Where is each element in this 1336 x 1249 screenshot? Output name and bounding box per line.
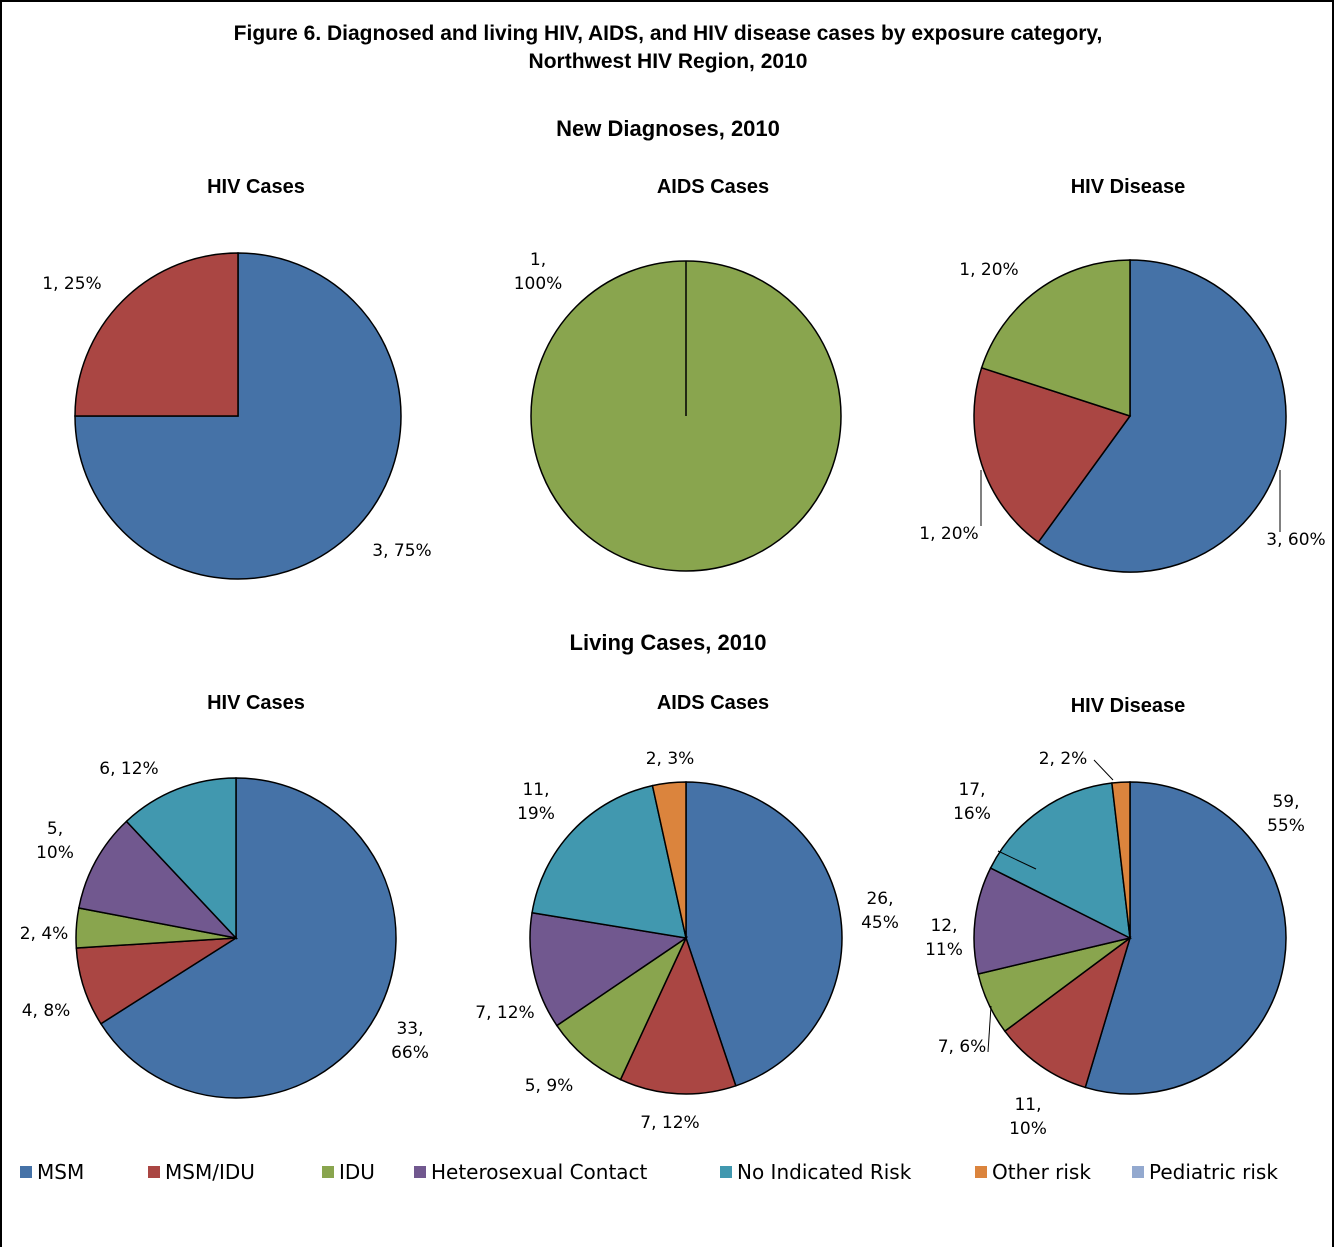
slice-label: 4, 8% — [21, 1001, 71, 1021]
slice-label: 2, 4% — [19, 924, 69, 944]
slice-label: 5, 10% — [36, 819, 74, 863]
slice-label: 17, 16% — [953, 780, 991, 824]
legend-swatch — [414, 1165, 426, 1178]
pie-slice-idu — [980, 259, 1131, 418]
legend-swatch — [148, 1165, 160, 1178]
legend-item: Other risk — [975, 1160, 1091, 1184]
legend-swatch — [720, 1165, 732, 1178]
pie-new-0 — [74, 252, 402, 580]
legend-label: Other risk — [992, 1160, 1091, 1184]
legend: MSM MSM/IDU IDU Heterosexual Contact No Indi… — [20, 1160, 1330, 1190]
slice-label: 11, 19% — [517, 780, 555, 824]
pie-slice-msm-idu — [74, 252, 239, 417]
legend-label: IDU — [339, 1160, 375, 1184]
pie-new-2 — [973, 259, 1287, 573]
pie-slice-idu — [555, 935, 688, 1081]
slice-label: 59, 55% — [1267, 792, 1305, 836]
pie-slice-other-risk — [1111, 781, 1131, 939]
section-title-living: Living Cases, 2010 — [569, 630, 767, 655]
pie-slice-msm — [1037, 259, 1287, 573]
slice-label: 26, 45% — [861, 889, 899, 933]
pie-new-1 — [530, 260, 842, 572]
pie-slice-msm — [99, 777, 397, 1099]
pie-title-living-hiv: HIV Cases — [207, 692, 305, 714]
pie-slice-heterosexual-contact — [77, 820, 239, 940]
pie-slice-msm-idu — [973, 366, 1132, 544]
legend-item: MSM/IDU — [148, 1160, 255, 1184]
leader-line — [987, 1005, 992, 1053]
pie-title-living-disease: HIV Disease — [1070, 695, 1186, 717]
slice-label: 7, 12% — [640, 1113, 700, 1133]
pie-title-new-hiv: HIV Cases — [207, 176, 305, 198]
slice-label: 3, 60% — [1266, 530, 1326, 550]
slice-label: 7, 12% — [475, 1003, 535, 1023]
pie-living-4 — [529, 781, 843, 1095]
slice-label: 1, 25% — [42, 274, 102, 294]
slice-label: 12, 11% — [925, 916, 963, 960]
figure-title-line1: Figure 6. Diagnosed and living HIV, AIDS… — [233, 22, 1103, 45]
legend-label: Pediatric risk — [1149, 1160, 1278, 1184]
legend-label: No Indicated Risk — [737, 1160, 912, 1184]
legend-swatch — [322, 1165, 334, 1178]
legend-label: MSM/IDU — [165, 1160, 255, 1184]
pie-slice-no-indicated-risk — [125, 777, 237, 940]
leader-line — [997, 850, 1037, 870]
pie-slice-heterosexual-contact — [529, 911, 688, 1027]
slice-label: 33, 66% — [391, 1019, 429, 1063]
slice-label: 6, 12% — [99, 759, 159, 779]
pie-slice-msm — [1084, 781, 1287, 1095]
slice-label: 1, 20% — [919, 524, 979, 544]
legend-swatch — [975, 1165, 987, 1178]
legend-item: Pediatric risk — [1132, 1160, 1278, 1184]
pie-title-living-aids: AIDS Cases — [656, 692, 770, 714]
pie-living-5 — [973, 781, 1287, 1095]
figure-title-line2: Northwest HIV Region, 2010 — [528, 50, 808, 73]
slice-label: 2, 2% — [1038, 749, 1088, 769]
pie-slice-no-indicated-risk — [531, 784, 687, 939]
pie-slice-msm — [685, 781, 843, 1087]
pie-slice-heterosexual-contact — [973, 866, 1133, 975]
legend-item: No Indicated Risk — [720, 1160, 911, 1184]
pie-slice-msm-idu — [1003, 936, 1132, 1089]
slice-label: 1, 20% — [959, 260, 1019, 280]
figure-title: Figure 6. Diagnosed and living HIV, AIDS… — [0, 20, 1336, 76]
legend-item: MSM — [20, 1160, 84, 1184]
legend-label: Heterosexual Contact — [431, 1160, 648, 1184]
legend-swatch — [1132, 1165, 1144, 1178]
legend-item: Heterosexual Contact — [414, 1160, 647, 1184]
legend-label: MSM — [37, 1160, 85, 1184]
pie-title-new-disease: HIV Disease — [1070, 176, 1186, 198]
pie-slice-no-indicated-risk — [989, 782, 1131, 940]
slice-label: 3, 75% — [372, 541, 432, 561]
pie-slice-msm — [74, 252, 402, 580]
section-title-new: New Diagnoses, 2010 — [556, 116, 780, 141]
slice-label: 5, 9% — [524, 1076, 574, 1096]
slice-label: 2, 3% — [645, 749, 695, 769]
legend-swatch — [20, 1165, 32, 1178]
slice-label: 11, 10% — [1009, 1095, 1047, 1139]
slice-label: 7, 6% — [937, 1037, 987, 1057]
leader-line — [1093, 759, 1114, 781]
legend-item: IDU — [322, 1160, 375, 1184]
slice-label: 1, 100% — [513, 250, 563, 294]
pie-slice-msm-idu — [619, 935, 737, 1095]
pie-title-new-aids: AIDS Cases — [656, 176, 770, 198]
pie-living-3 — [75, 777, 397, 1099]
pie-slice-other-risk — [651, 781, 687, 939]
